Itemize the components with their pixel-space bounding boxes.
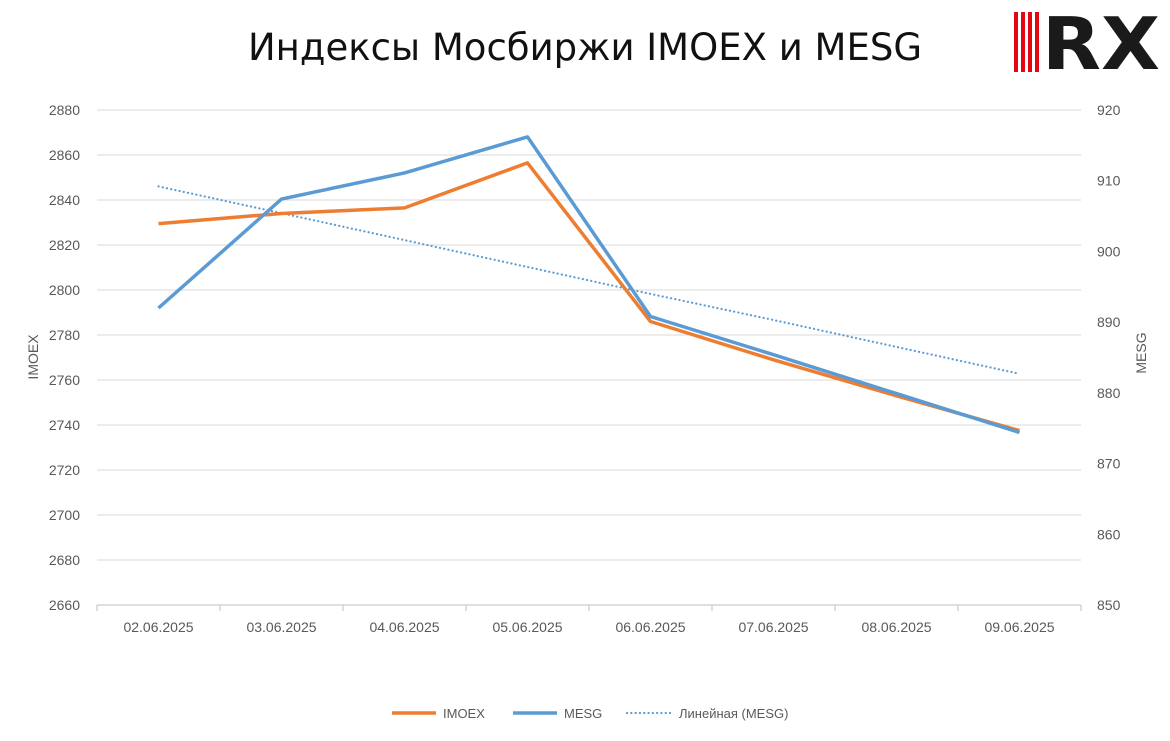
svg-text:RX: RX — [1042, 12, 1160, 74]
x-tick-label: 08.06.2025 — [861, 619, 931, 635]
left-axis-ticks: 2660 2680 2700 2720 2740 2760 2780 2800 2820 2840… — [49, 102, 80, 613]
legend-label: IMOEX — [443, 706, 485, 721]
left-tick-label: 2660 — [49, 597, 80, 613]
left-tick-label: 2680 — [49, 552, 80, 568]
series-line-imoex — [158, 161, 1020, 433]
right-tick-label: 850 — [1097, 597, 1121, 613]
left-tick-label: 2760 — [49, 372, 80, 388]
x-tick-label: 09.06.2025 — [984, 619, 1054, 635]
series-line-mesg — [157, 135, 1021, 435]
left-tick-label: 2860 — [49, 147, 80, 163]
x-axis-ticks: 02.06.2025 03.06.2025 04.06.2025 05.06.2025… — [96, 605, 1082, 635]
x-tick-label: 05.06.2025 — [492, 619, 562, 635]
right-axis-ticks: 850 860 870 880 890 900 910 920 — [1097, 102, 1121, 613]
x-tick-label: 04.06.2025 — [369, 619, 439, 635]
rx-logo: RX — [1014, 12, 1160, 74]
right-axis-title: MESG — [1133, 332, 1149, 373]
left-tick-label: 2840 — [49, 192, 80, 208]
x-tick-label: 03.06.2025 — [246, 619, 316, 635]
left-tick-label: 2700 — [49, 507, 80, 523]
series-layer — [157, 135, 1021, 435]
x-tick-label: 02.06.2025 — [123, 619, 193, 635]
x-tick-label: 06.06.2025 — [615, 619, 685, 635]
series-line-линейная-mesg — [157, 185, 1021, 375]
x-tick-label: 07.06.2025 — [738, 619, 808, 635]
gridlines — [97, 109, 1081, 606]
left-tick-label: 2820 — [49, 237, 80, 253]
right-tick-label: 900 — [1097, 243, 1121, 259]
right-tick-label: 860 — [1097, 526, 1121, 542]
left-tick-label: 2780 — [49, 327, 80, 343]
left-tick-label: 2740 — [49, 417, 80, 433]
right-tick-label: 910 — [1097, 173, 1121, 189]
legend-label: Линейная (MESG) — [679, 706, 788, 721]
legend-label: MESG — [564, 706, 602, 721]
right-tick-label: 890 — [1097, 314, 1121, 330]
left-tick-label: 2880 — [49, 102, 80, 118]
right-tick-label: 870 — [1097, 456, 1121, 472]
right-tick-label: 880 — [1097, 385, 1121, 401]
right-tick-label: 920 — [1097, 102, 1121, 118]
chart-title: Индексы Мосбиржи IMOEX и MESG — [248, 26, 922, 69]
legend: IMOEX MESG Линейная (MESG) — [392, 706, 788, 721]
left-tick-label: 2800 — [49, 282, 80, 298]
left-tick-label: 2720 — [49, 462, 80, 478]
left-axis-title: IMOEX — [25, 334, 41, 380]
